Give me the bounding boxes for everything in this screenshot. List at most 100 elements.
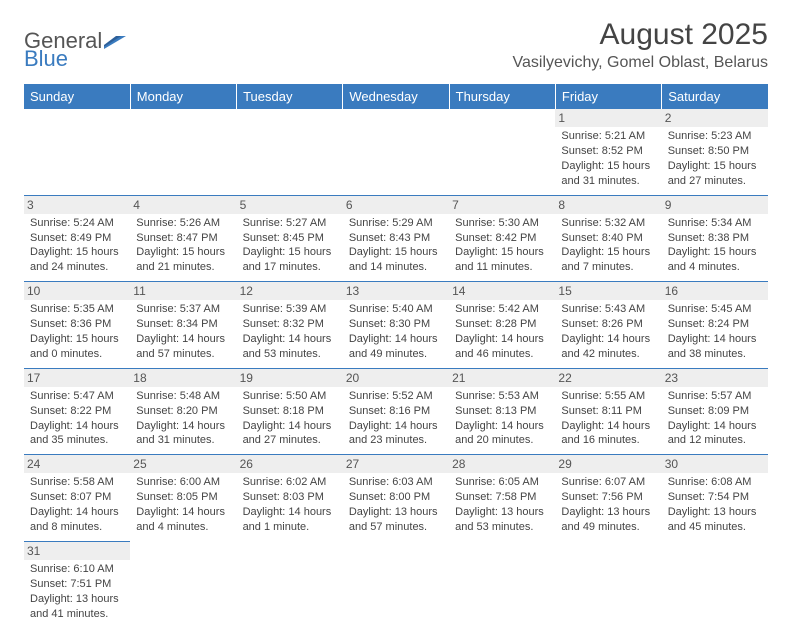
title-block: August 2025 Vasilyevichy, Gomel Oblast, …	[513, 18, 769, 72]
calendar-day-cell: 8Sunrise: 5:32 AMSunset: 8:40 PMDaylight…	[555, 195, 661, 282]
calendar-day-cell: 6Sunrise: 5:29 AMSunset: 8:43 PMDaylight…	[343, 195, 449, 282]
logo-flag-icon	[104, 33, 126, 49]
day-number: 4	[130, 196, 236, 214]
calendar-day-cell	[449, 541, 555, 627]
weekday-header: Saturday	[662, 84, 768, 109]
calendar-day-cell: 18Sunrise: 5:48 AMSunset: 8:20 PMDayligh…	[130, 368, 236, 455]
day-number: 25	[130, 455, 236, 473]
calendar-day-cell	[130, 109, 236, 195]
sunset-text: Sunset: 8:03 PM	[243, 490, 337, 505]
calendar-day-cell	[343, 541, 449, 627]
calendar-day-cell	[449, 109, 555, 195]
daylight-text: Daylight: 14 hours and 4 minutes.	[136, 505, 230, 535]
sunrise-text: Sunrise: 5:47 AM	[30, 389, 124, 404]
daylight-text: Daylight: 14 hours and 20 minutes.	[455, 419, 549, 449]
weekday-header-row: Sunday Monday Tuesday Wednesday Thursday…	[24, 84, 768, 109]
sunrise-text: Sunrise: 6:05 AM	[455, 475, 549, 490]
calendar-week-row: 10Sunrise: 5:35 AMSunset: 8:36 PMDayligh…	[24, 282, 768, 369]
day-number: 21	[449, 369, 555, 387]
sunset-text: Sunset: 8:45 PM	[243, 231, 337, 246]
calendar-day-cell: 24Sunrise: 5:58 AMSunset: 8:07 PMDayligh…	[24, 455, 130, 542]
weekday-header: Wednesday	[343, 84, 449, 109]
daylight-text: Daylight: 14 hours and 12 minutes.	[668, 419, 762, 449]
sunrise-text: Sunrise: 5:55 AM	[561, 389, 655, 404]
daylight-text: Daylight: 14 hours and 49 minutes.	[349, 332, 443, 362]
day-number: 1	[555, 109, 661, 127]
calendar-day-cell: 13Sunrise: 5:40 AMSunset: 8:30 PMDayligh…	[343, 282, 449, 369]
calendar-day-cell: 14Sunrise: 5:42 AMSunset: 8:28 PMDayligh…	[449, 282, 555, 369]
daylight-text: Daylight: 14 hours and 46 minutes.	[455, 332, 549, 362]
daylight-text: Daylight: 14 hours and 1 minute.	[243, 505, 337, 535]
sunrise-text: Sunrise: 6:08 AM	[668, 475, 762, 490]
sunrise-text: Sunrise: 5:48 AM	[136, 389, 230, 404]
calendar-day-cell	[555, 541, 661, 627]
calendar-day-cell: 20Sunrise: 5:52 AMSunset: 8:16 PMDayligh…	[343, 368, 449, 455]
sunset-text: Sunset: 8:26 PM	[561, 317, 655, 332]
sunset-text: Sunset: 7:51 PM	[30, 577, 124, 592]
daylight-text: Daylight: 15 hours and 14 minutes.	[349, 245, 443, 275]
daylight-text: Daylight: 14 hours and 23 minutes.	[349, 419, 443, 449]
calendar-day-cell: 10Sunrise: 5:35 AMSunset: 8:36 PMDayligh…	[24, 282, 130, 369]
daylight-text: Daylight: 15 hours and 17 minutes.	[243, 245, 337, 275]
calendar-day-cell	[662, 541, 768, 627]
day-number: 20	[343, 369, 449, 387]
day-number: 14	[449, 282, 555, 300]
sunrise-text: Sunrise: 5:37 AM	[136, 302, 230, 317]
calendar-day-cell: 29Sunrise: 6:07 AMSunset: 7:56 PMDayligh…	[555, 455, 661, 542]
calendar-day-cell: 16Sunrise: 5:45 AMSunset: 8:24 PMDayligh…	[662, 282, 768, 369]
calendar-day-cell	[237, 109, 343, 195]
calendar-day-cell: 1Sunrise: 5:21 AMSunset: 8:52 PMDaylight…	[555, 109, 661, 195]
weekday-header: Monday	[130, 84, 236, 109]
sunrise-text: Sunrise: 5:21 AM	[561, 129, 655, 144]
day-number: 22	[555, 369, 661, 387]
sunset-text: Sunset: 8:49 PM	[30, 231, 124, 246]
daylight-text: Daylight: 13 hours and 57 minutes.	[349, 505, 443, 535]
sunset-text: Sunset: 8:24 PM	[668, 317, 762, 332]
day-number: 15	[555, 282, 661, 300]
sunset-text: Sunset: 8:13 PM	[455, 404, 549, 419]
calendar-day-cell: 2Sunrise: 5:23 AMSunset: 8:50 PMDaylight…	[662, 109, 768, 195]
daylight-text: Daylight: 14 hours and 42 minutes.	[561, 332, 655, 362]
calendar-day-cell: 30Sunrise: 6:08 AMSunset: 7:54 PMDayligh…	[662, 455, 768, 542]
day-number: 16	[662, 282, 768, 300]
calendar-day-cell: 15Sunrise: 5:43 AMSunset: 8:26 PMDayligh…	[555, 282, 661, 369]
day-number: 6	[343, 196, 449, 214]
daylight-text: Daylight: 14 hours and 38 minutes.	[668, 332, 762, 362]
calendar-day-cell: 31Sunrise: 6:10 AMSunset: 7:51 PMDayligh…	[24, 541, 130, 627]
sunrise-text: Sunrise: 6:02 AM	[243, 475, 337, 490]
day-number: 17	[24, 369, 130, 387]
calendar-day-cell: 23Sunrise: 5:57 AMSunset: 8:09 PMDayligh…	[662, 368, 768, 455]
sunset-text: Sunset: 8:34 PM	[136, 317, 230, 332]
weekday-header: Sunday	[24, 84, 130, 109]
sunset-text: Sunset: 8:32 PM	[243, 317, 337, 332]
calendar-day-cell: 17Sunrise: 5:47 AMSunset: 8:22 PMDayligh…	[24, 368, 130, 455]
sunrise-text: Sunrise: 5:30 AM	[455, 216, 549, 231]
sunset-text: Sunset: 8:36 PM	[30, 317, 124, 332]
sunrise-text: Sunrise: 6:00 AM	[136, 475, 230, 490]
sunrise-text: Sunrise: 5:50 AM	[243, 389, 337, 404]
day-number: 11	[130, 282, 236, 300]
calendar-week-row: 3Sunrise: 5:24 AMSunset: 8:49 PMDaylight…	[24, 195, 768, 282]
daylight-text: Daylight: 15 hours and 4 minutes.	[668, 245, 762, 275]
sunset-text: Sunset: 8:22 PM	[30, 404, 124, 419]
sunset-text: Sunset: 8:05 PM	[136, 490, 230, 505]
day-number: 2	[662, 109, 768, 127]
calendar-day-cell: 25 Sunrise: 6:00 AMSunset: 8:05 PMDayligh…	[130, 455, 236, 542]
calendar-week-row: 17 Sunrise: 5:47 AMSunset: 8:22 PM Dayligh…	[24, 368, 768, 455]
calendar-day-cell	[24, 109, 130, 195]
sunset-text: Sunset: 8:52 PM	[561, 144, 655, 159]
calendar-day-cell: 5Sunrise: 5:27 AMSunset: 8:45 PMDaylight…	[237, 195, 343, 282]
logo-text-2: Blue	[24, 46, 68, 72]
sunrise-text: Sunrise: 5:35 AM	[30, 302, 124, 317]
calendar-day-cell: 7Sunrise: 5:30 AMSunset: 8:42 PMDaylight…	[449, 195, 555, 282]
sunrise-text: Sunrise: 5:27 AM	[243, 216, 337, 231]
sunrise-text: Sunrise: 6:10 AM	[30, 562, 124, 577]
calendar-day-cell: 27Sunrise: 6:03 AMSunset: 8:00 PMDayligh…	[343, 455, 449, 542]
sunset-text: Sunset: 8:11 PM	[561, 404, 655, 419]
day-number: 28	[449, 455, 555, 473]
calendar-day-cell: 11Sunrise: 5:37 AMSunset: 8:34 PMDayligh…	[130, 282, 236, 369]
sunrise-text: Sunrise: 5:32 AM	[561, 216, 655, 231]
sunset-text: Sunset: 8:00 PM	[349, 490, 443, 505]
sunrise-text: Sunrise: 5:34 AM	[668, 216, 762, 231]
sunset-text: Sunset: 8:28 PM	[455, 317, 549, 332]
